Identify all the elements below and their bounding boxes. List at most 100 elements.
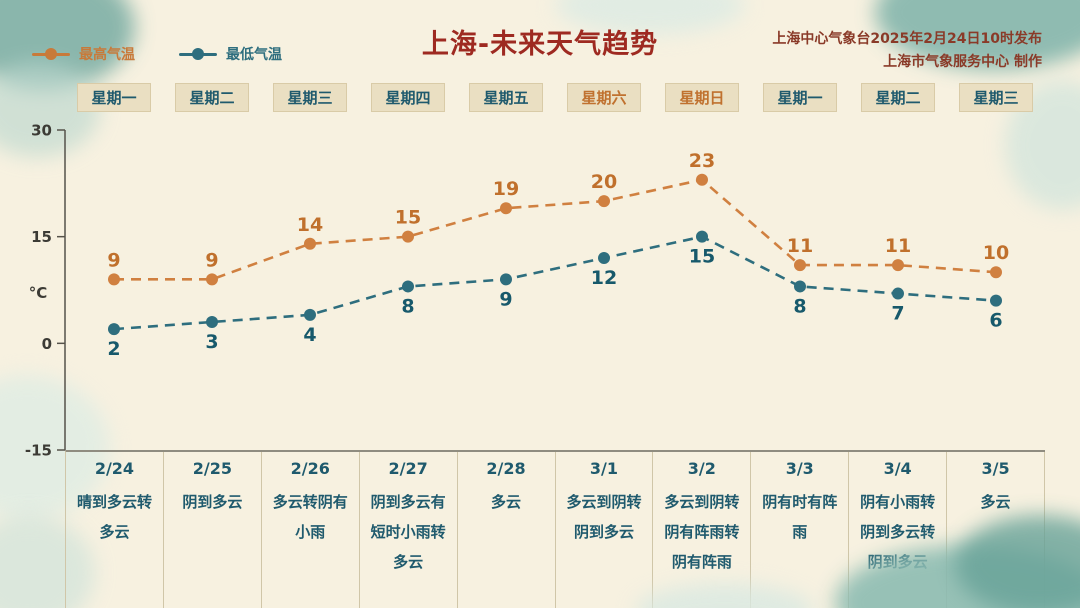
weekday-cell: 星期四 bbox=[359, 83, 457, 112]
day-cell: 3/3 阴有时有阵雨 bbox=[751, 452, 850, 608]
max-temp-point bbox=[598, 195, 610, 208]
day-cell: 2/26 多云转阴有 小雨 bbox=[262, 452, 360, 608]
weekday-cell: 星期一 bbox=[751, 83, 849, 112]
date-label: 3/3 bbox=[785, 459, 814, 478]
source-info: 上海中心气象台2025年2月24日10时发布 上海市气象服务中心 制作 bbox=[772, 28, 1042, 74]
max-temp-point bbox=[402, 230, 414, 243]
temp-value-label: 19 bbox=[493, 178, 519, 200]
y-tick-label: -15 bbox=[25, 442, 52, 460]
min-temp-point bbox=[206, 316, 218, 328]
day-cell: 2/27 阴到多云有 短时小雨转 多云 bbox=[360, 452, 458, 608]
min-temp-point bbox=[598, 252, 610, 264]
weather-text: 小雨 bbox=[295, 523, 326, 541]
weekday-cell: 星期日 bbox=[653, 83, 751, 112]
y-tick-label: 15 bbox=[31, 228, 52, 246]
weekday-label: 星期五 bbox=[469, 83, 543, 112]
weather-text: 短时小雨转 bbox=[370, 523, 446, 541]
temp-value-label: 15 bbox=[395, 207, 421, 229]
max-temp-point bbox=[304, 237, 316, 250]
weather-text: 多云 bbox=[980, 493, 1011, 511]
source-line-1: 上海中心气象台2025年2月24日10时发布 bbox=[772, 31, 1042, 47]
temp-value-label: 9 bbox=[205, 249, 218, 271]
temp-value-label: 8 bbox=[793, 295, 806, 317]
max-temp-point bbox=[990, 266, 1002, 279]
weather-text: 阴到多云 bbox=[573, 523, 634, 541]
page-title: 上海-未来天气趋势 bbox=[421, 29, 659, 60]
weekday-cell: 星期三 bbox=[947, 83, 1045, 112]
temp-value-label: 4 bbox=[303, 324, 316, 346]
temp-value-label: 3 bbox=[205, 331, 218, 353]
weekday-cell: 星期二 bbox=[849, 83, 947, 112]
y-tick-label: 0 bbox=[42, 335, 52, 353]
weekday-cell: 星期二 bbox=[163, 83, 261, 112]
date-label: 2/24 bbox=[94, 459, 135, 478]
temp-value-label: 2 bbox=[107, 338, 120, 360]
temp-value-label: 7 bbox=[891, 303, 904, 325]
weather-text: 阴有阵雨 bbox=[671, 553, 732, 571]
date-label: 3/4 bbox=[883, 459, 912, 478]
min-temp-point bbox=[794, 280, 806, 293]
weekday-label: 星期二 bbox=[861, 83, 935, 112]
weather-text: 多云 bbox=[393, 553, 424, 571]
date-label: 3/2 bbox=[687, 459, 716, 478]
weekday-label: 星期二 bbox=[175, 83, 249, 112]
weather-text: 阴有阵雨转 bbox=[664, 523, 740, 541]
max-temp-point bbox=[696, 173, 708, 186]
date-label: 3/1 bbox=[589, 459, 618, 478]
weekday-cell: 星期六 bbox=[555, 83, 653, 112]
temp-value-label: 9 bbox=[107, 249, 120, 271]
temp-value-label: 11 bbox=[787, 235, 813, 257]
legend-item: 最低气温 bbox=[179, 44, 282, 64]
temp-value-label: 12 bbox=[591, 267, 617, 289]
max-temp-point bbox=[892, 259, 904, 272]
max-temp-line bbox=[114, 178, 997, 281]
weather-text: 阴到多云转 bbox=[860, 523, 936, 541]
max-temp-point bbox=[108, 273, 120, 286]
weather-text: 阴到多云 bbox=[182, 493, 243, 511]
weekday-label: 星期三 bbox=[959, 83, 1033, 112]
weekday-cell: 星期五 bbox=[457, 83, 555, 112]
min-temp-point bbox=[304, 308, 316, 321]
min-temp-line bbox=[113, 235, 997, 331]
y-tick-label: 30 bbox=[31, 122, 52, 140]
min-temp-point bbox=[892, 287, 904, 300]
min-temp-point bbox=[500, 273, 512, 286]
min-temp-point bbox=[402, 280, 414, 293]
weekday-label: 星期四 bbox=[371, 83, 445, 112]
legend-marker-icon bbox=[179, 52, 217, 56]
weekday-row: 星期一 星期二 星期三 星期四 星期五 星期六 星期日 星期一 星期二 星期三 bbox=[65, 83, 1045, 112]
temp-value-label: 15 bbox=[689, 246, 715, 268]
legend: 最高气温 最低气温 bbox=[32, 44, 282, 64]
day-cell: 2/24 晴到多云转多云 bbox=[66, 452, 164, 608]
weekday-cell: 星期一 bbox=[65, 83, 163, 112]
weather-text: 晴到多云转 bbox=[76, 493, 152, 511]
weekday-label: 星期六 bbox=[567, 83, 641, 112]
legend-label: 最低气温 bbox=[226, 47, 282, 63]
temp-value-label: 23 bbox=[689, 150, 715, 172]
weather-text: 阴有小雨转 bbox=[860, 493, 936, 511]
max-temp-point bbox=[206, 273, 218, 286]
day-cell: 3/5 多云 bbox=[947, 452, 1045, 608]
weather-text: 多云到阴转 bbox=[566, 493, 642, 511]
min-temp-point bbox=[990, 294, 1002, 307]
date-label: 3/5 bbox=[981, 459, 1010, 478]
temp-value-label: 20 bbox=[591, 171, 617, 193]
date-label: 2/25 bbox=[192, 459, 232, 478]
weekday-cell: 星期三 bbox=[261, 83, 359, 112]
legend-marker-icon bbox=[32, 52, 70, 56]
temp-value-label: 6 bbox=[989, 310, 1002, 332]
weather-text: 多云 bbox=[99, 523, 130, 541]
date-label: 2/26 bbox=[290, 459, 330, 478]
forecast-table: 2/24 晴到多云转 多云 2/25 阴到多云 2/26 多云转阴有 小雨 2/27 阴到多云有短… bbox=[65, 450, 1045, 608]
date-label: 2/27 bbox=[388, 459, 428, 478]
legend-label: 最高气温 bbox=[79, 47, 135, 63]
temp-value-label: 14 bbox=[297, 214, 323, 236]
weather-text: 多云到阴转 bbox=[664, 493, 740, 511]
legend-item: 最高气温 bbox=[32, 44, 135, 64]
temp-value-label: 9 bbox=[499, 288, 512, 310]
temp-value-label: 10 bbox=[983, 242, 1009, 264]
day-cell: 3/1 多云到阴转阴到多云 bbox=[556, 452, 654, 608]
weather-text: 雨 bbox=[792, 523, 808, 541]
weekday-label: 星期一 bbox=[77, 83, 151, 112]
weekday-label: 星期一 bbox=[763, 83, 837, 112]
